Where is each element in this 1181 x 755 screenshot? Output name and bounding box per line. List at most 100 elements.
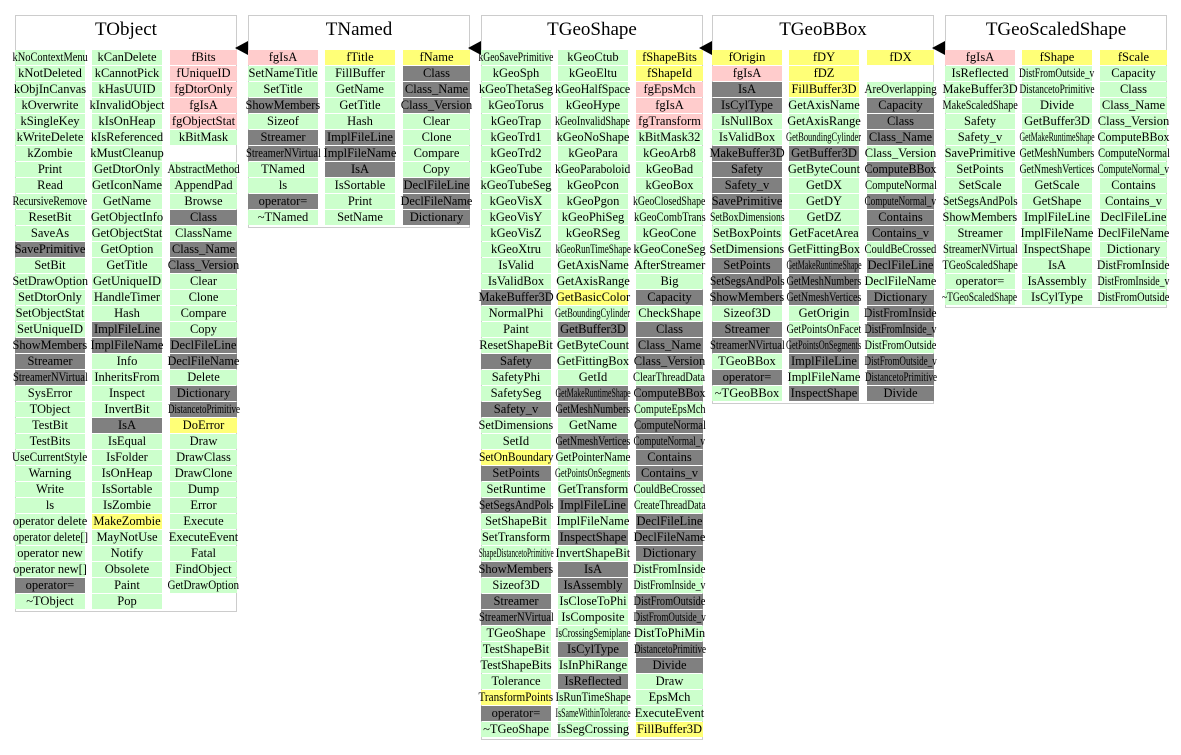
member-cell[interactable]: ls [15, 498, 85, 513]
member-cell[interactable]: SetSegsAndPols [710, 274, 784, 289]
member-cell[interactable]: Safety_v [945, 130, 1015, 145]
member-cell[interactable]: kNoContextMenu [12, 50, 88, 65]
member-cell[interactable]: IsSortable [325, 178, 395, 193]
member-cell[interactable]: Info [92, 354, 162, 369]
member-cell[interactable]: Dictionary [867, 290, 934, 305]
member-cell[interactable]: IsNullBox [712, 114, 782, 129]
member-cell[interactable]: Dictionary [170, 386, 237, 401]
member-cell[interactable]: kGeoEltu [558, 66, 628, 81]
member-cell[interactable]: kCanDelete [92, 50, 162, 65]
member-cell[interactable]: ImplFileName [557, 514, 629, 529]
member-cell[interactable]: FindObject [170, 562, 237, 577]
member-cell[interactable]: SetTransform [481, 530, 551, 545]
member-cell[interactable]: ComputeNormal_v [1098, 162, 1169, 177]
member-cell[interactable]: kOverwrite [15, 98, 85, 113]
member-cell[interactable]: Safety [712, 162, 782, 177]
member-cell[interactable]: SetSegsAndPols [943, 194, 1017, 209]
member-cell[interactable]: IsA [712, 82, 782, 97]
member-cell[interactable]: kBitMask32 [636, 130, 703, 145]
member-cell[interactable]: kGeoPgon [558, 194, 628, 209]
member-cell[interactable]: DistFromOutside [1098, 290, 1169, 305]
member-cell[interactable]: fDY [789, 50, 859, 65]
member-cell[interactable]: Divide [1022, 98, 1092, 113]
member-cell[interactable]: Streamer [248, 130, 318, 145]
member-cell[interactable]: GetPointsOnSegments [786, 338, 862, 353]
member-cell[interactable]: SetId [481, 434, 551, 449]
member-cell[interactable]: ImplFileLine [92, 322, 162, 337]
member-cell[interactable]: kNotDeleted [15, 66, 85, 81]
member-cell[interactable]: fUniqueID [170, 66, 237, 81]
member-cell[interactable]: kCannotPick [92, 66, 162, 81]
member-cell[interactable]: ComputeNormal [634, 418, 706, 433]
member-cell[interactable]: kGeoTrd1 [481, 130, 551, 145]
member-cell[interactable]: SetBoxPoints [712, 226, 782, 241]
member-cell[interactable]: InspectShape [1022, 242, 1092, 257]
member-cell[interactable]: fgEpsMch [636, 82, 703, 97]
member-cell[interactable]: DistFromOutside_v [1019, 66, 1095, 81]
member-cell[interactable]: StreamerNVirtual [479, 610, 553, 625]
member-cell[interactable]: GetByteCount [557, 338, 629, 353]
member-cell[interactable]: fgIsA [636, 98, 703, 113]
member-cell[interactable]: SavePrimitive [15, 242, 85, 257]
member-cell[interactable]: IsReflected [558, 674, 628, 689]
member-cell[interactable]: GetBoundingCylinder [555, 306, 631, 321]
member-cell[interactable]: DeclFileLine [170, 338, 237, 353]
member-cell[interactable]: GetMakeRuntimeShape [555, 386, 631, 401]
member-cell[interactable]: operator new [15, 546, 85, 561]
member-cell[interactable]: GetBoundingCylinder [786, 130, 862, 145]
member-cell[interactable]: Clear [403, 114, 470, 129]
member-cell[interactable]: GetMeshNumbers [556, 402, 630, 417]
member-cell[interactable]: InvertShapeBit [556, 546, 630, 561]
member-cell[interactable]: ImplFileLine [789, 354, 859, 369]
member-cell[interactable]: DistFromInside [633, 562, 706, 577]
member-cell[interactable]: GetBuffer3D [558, 322, 628, 337]
member-cell[interactable]: ImplFileLine [1022, 210, 1092, 225]
member-cell[interactable]: GetDtorOnly [92, 162, 162, 177]
member-cell[interactable]: kGeoCtub [558, 50, 628, 65]
member-cell[interactable]: GetScale [1022, 178, 1092, 193]
member-cell[interactable]: fgIsA [712, 66, 782, 81]
member-cell[interactable]: kObjInCanvas [14, 82, 86, 97]
member-cell[interactable]: fDX [867, 50, 934, 65]
member-cell[interactable]: Class [867, 114, 934, 129]
member-cell[interactable]: kGeoBad [636, 162, 703, 177]
member-cell[interactable]: GetNmeshVertices [1020, 162, 1094, 177]
member-cell[interactable]: kBitMask [170, 130, 237, 145]
member-cell[interactable]: Clone [403, 130, 470, 145]
member-cell[interactable]: kGeoTorus [481, 98, 551, 113]
member-cell[interactable]: TObject [15, 402, 85, 417]
member-cell[interactable]: fgDtorOnly [170, 82, 237, 97]
member-cell[interactable]: kGeoVisX [481, 194, 551, 209]
member-cell[interactable]: IsZombie [92, 498, 162, 513]
member-cell[interactable]: Streamer [15, 354, 85, 369]
member-cell[interactable]: DistFromOutside [865, 338, 936, 353]
member-cell[interactable]: Contains [867, 210, 934, 225]
member-cell[interactable]: Class_Name [1100, 98, 1167, 113]
member-cell[interactable]: DistToPhiMin [634, 626, 705, 641]
member-cell[interactable]: Compare [403, 146, 470, 161]
member-cell[interactable]: kGeoRunTimeShape [555, 242, 631, 257]
member-cell[interactable]: kGeoBox [636, 178, 703, 193]
member-cell[interactable]: ImplFileName [1021, 226, 1093, 241]
member-cell[interactable]: ResetBit [15, 210, 85, 225]
member-cell[interactable]: DistFromInside_v [634, 578, 705, 593]
member-cell[interactable]: RecursiveRemove [13, 194, 87, 209]
member-cell[interactable]: ShowMembers [710, 290, 784, 305]
member-cell[interactable]: Error [170, 498, 237, 513]
member-cell[interactable]: fgObjectStat [170, 114, 237, 129]
member-cell[interactable]: Class_Version [865, 146, 936, 161]
member-cell[interactable]: GetDZ [789, 210, 859, 225]
member-cell[interactable]: Read [15, 178, 85, 193]
member-cell[interactable]: CreateThreadData [634, 498, 705, 513]
member-cell[interactable]: ComputeNormal_v [634, 434, 705, 449]
member-cell[interactable]: IsA [92, 418, 162, 433]
member-cell[interactable]: Dictionary [403, 210, 470, 225]
member-cell[interactable]: SavePrimitive [712, 194, 782, 209]
member-cell[interactable]: Safety [945, 114, 1015, 129]
member-cell[interactable]: kGeoPcon [558, 178, 628, 193]
member-cell[interactable]: ShowMembers [943, 210, 1017, 225]
member-cell[interactable]: GetAxisRange [787, 114, 861, 129]
member-cell[interactable]: GetObjectInfo [91, 210, 163, 225]
member-cell[interactable]: DistFromInside_v [1098, 274, 1169, 289]
member-cell[interactable]: Tolerance [481, 674, 551, 689]
